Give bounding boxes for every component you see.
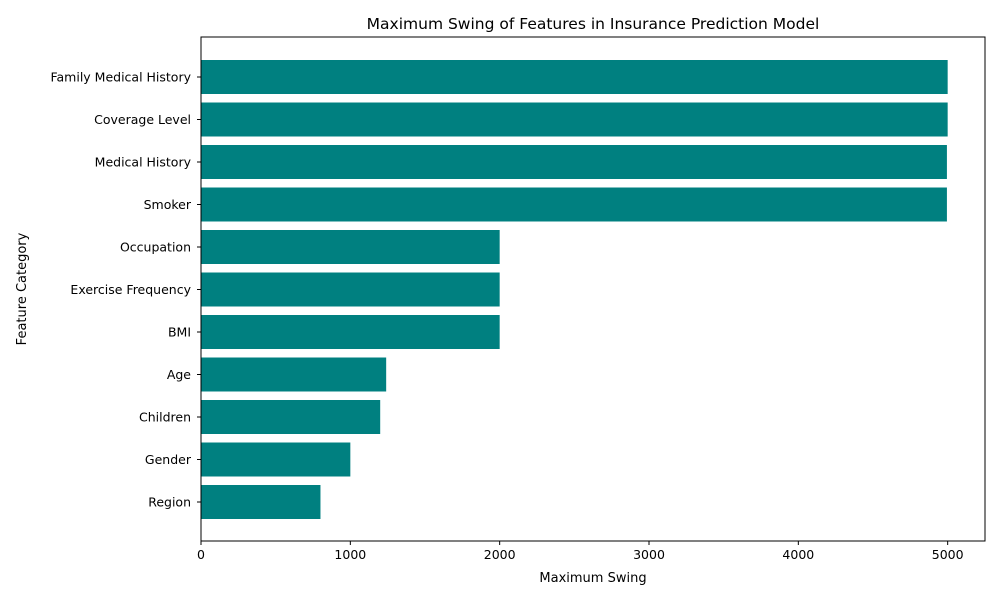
y-tick-label: Age	[167, 367, 191, 382]
bar-bmi	[201, 315, 500, 349]
y-tick-label: Family Medical History	[50, 70, 191, 85]
bar-occupation	[201, 230, 500, 264]
bar-gender	[201, 442, 351, 477]
bar-age	[201, 357, 387, 392]
chart-title: Maximum Swing of Features in Insurance P…	[367, 15, 820, 33]
y-tick-label: Gender	[145, 452, 192, 467]
x-tick-label: 1000	[334, 547, 366, 562]
y-tick-label: Occupation	[120, 240, 191, 255]
x-tick-label: 4000	[782, 547, 814, 562]
bar-family-medical-history	[201, 60, 948, 94]
y-tick-label: Children	[139, 410, 191, 425]
bar-children	[201, 400, 381, 434]
bars-group	[201, 60, 948, 519]
y-tick-label: Region	[148, 495, 191, 510]
y-axis-label: Feature Category	[15, 232, 30, 345]
bar-medical-history	[201, 145, 947, 179]
y-axis-ticks: Region Gender Children Age BMI Exercise Frequ…	[50, 70, 201, 510]
bar-coverage-level	[201, 102, 948, 137]
bar-region	[201, 485, 321, 519]
bar-smoker	[201, 187, 947, 222]
x-tick-label: 0	[197, 547, 205, 562]
y-tick-label: Smoker	[144, 197, 192, 212]
plot-frame	[200, 36, 986, 542]
y-tick-label: BMI	[168, 325, 191, 340]
x-tick-label: 2000	[484, 547, 516, 562]
bar-exercise-frequency	[201, 272, 500, 307]
y-tick-label: Medical History	[95, 155, 192, 170]
x-axis-label: Maximum Swing	[539, 571, 646, 586]
y-tick-label: Exercise Frequency	[70, 282, 191, 297]
x-tick-label: 3000	[633, 547, 665, 562]
y-tick-label: Coverage Level	[94, 112, 191, 127]
x-axis-ticks: 0 1000 2000 3000 4000 5000	[197, 541, 964, 562]
x-tick-label: 5000	[932, 547, 964, 562]
